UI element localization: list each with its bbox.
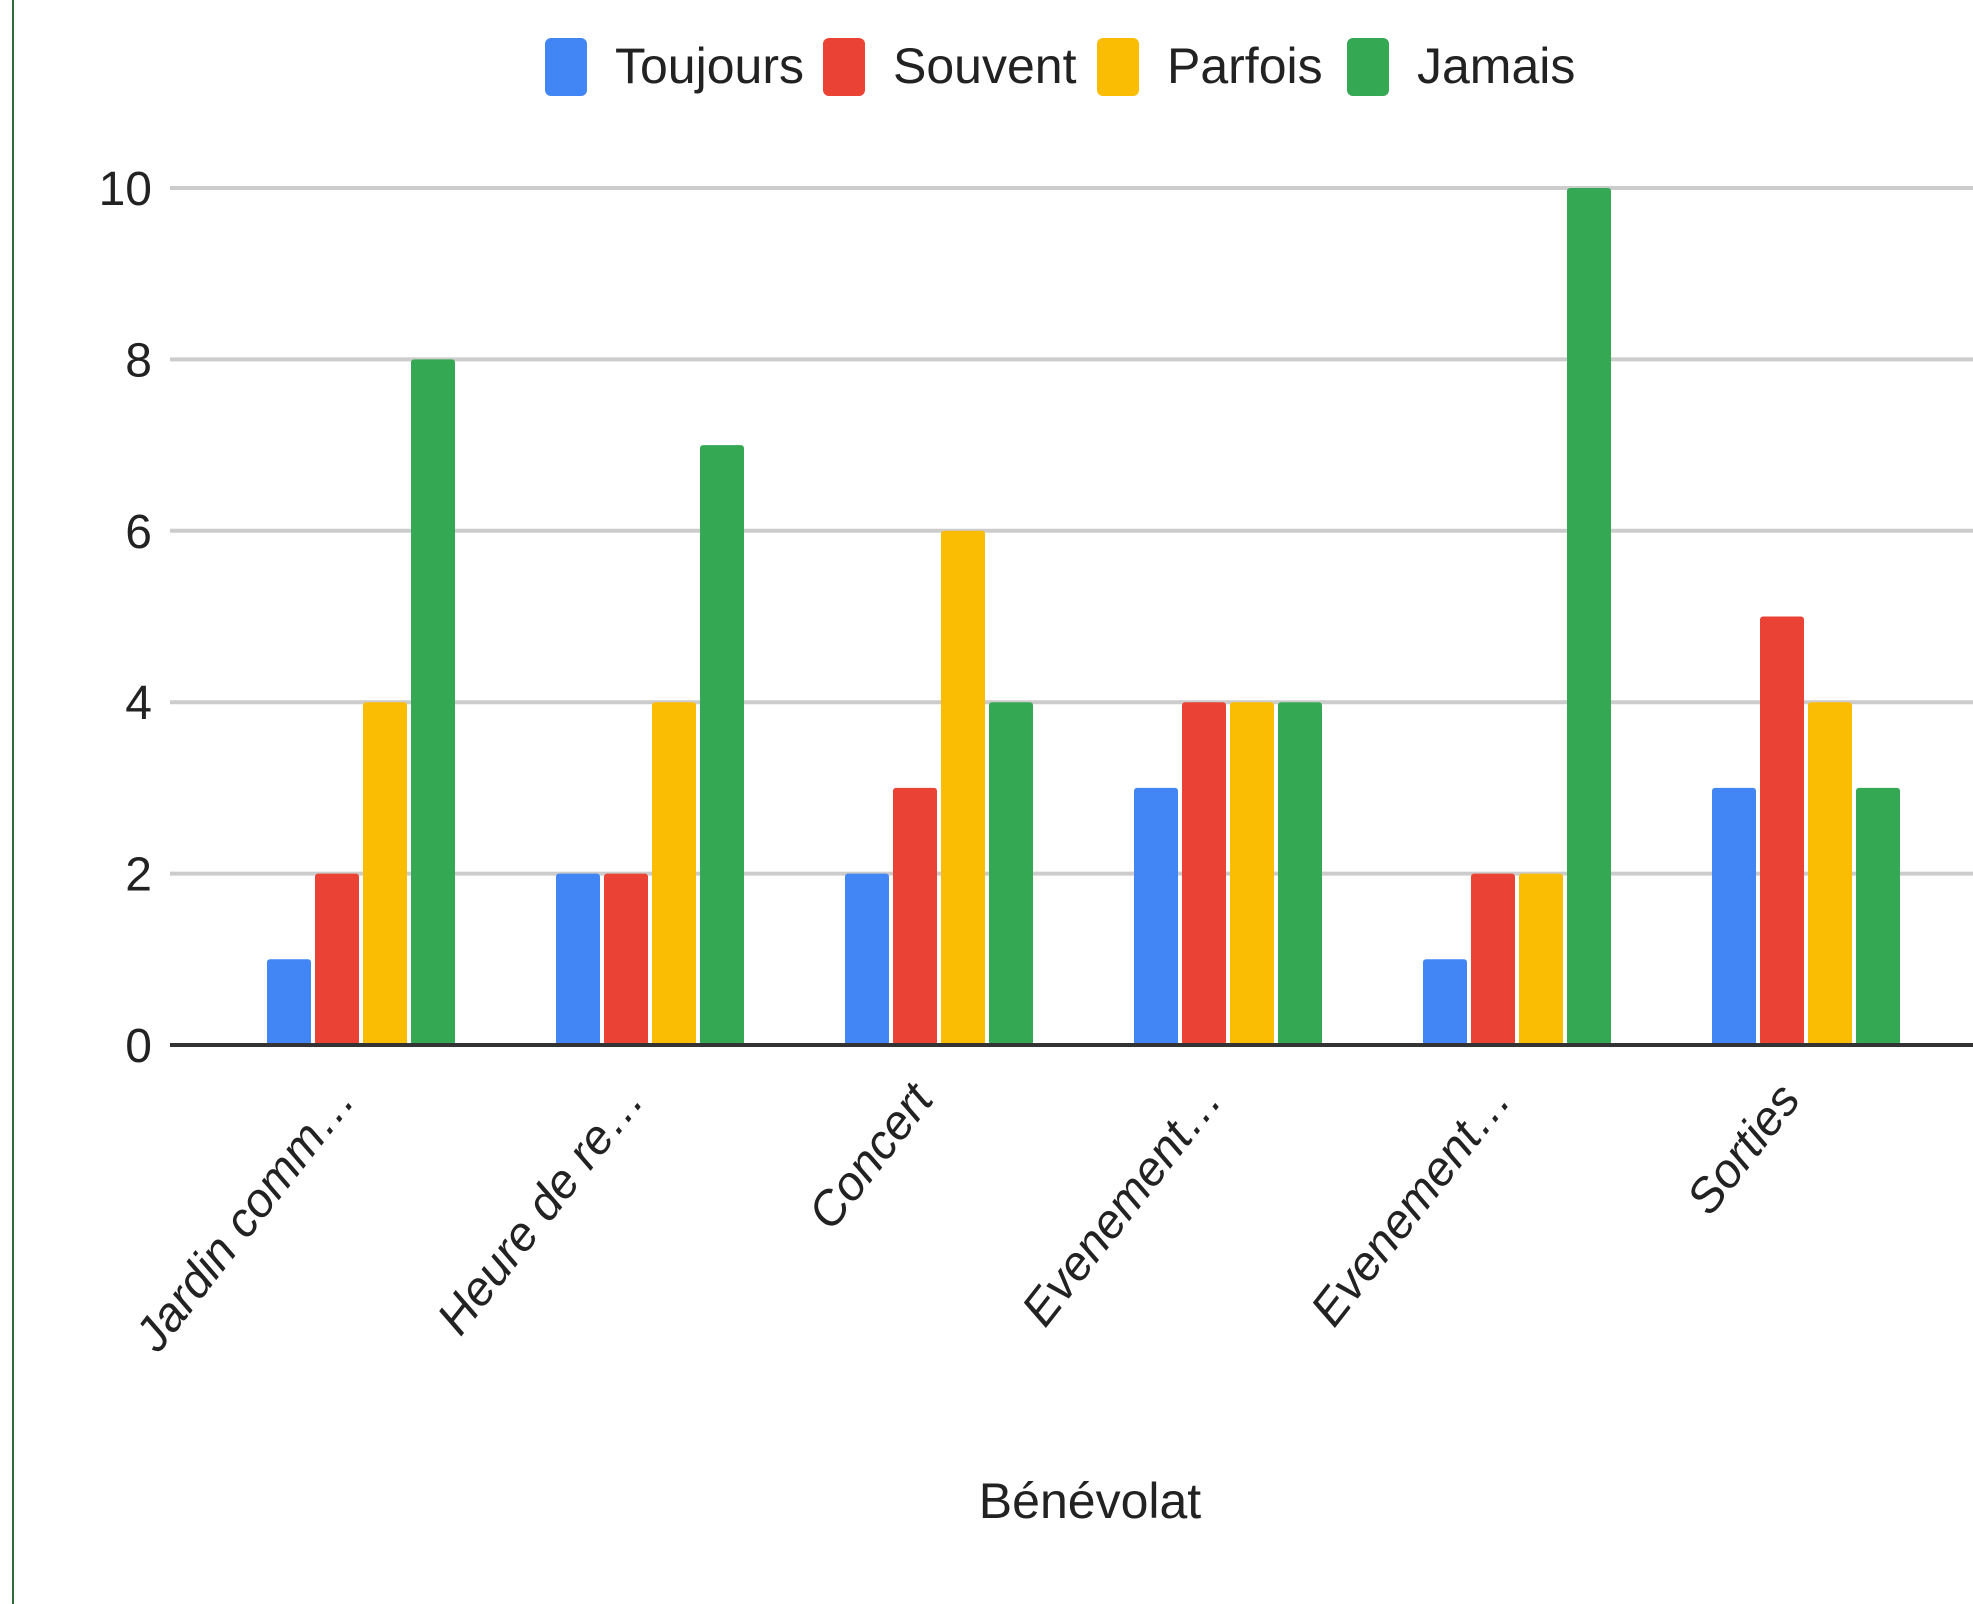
bar-souvent <box>1760 616 1804 1045</box>
bar-toujours <box>1423 959 1467 1045</box>
bar-jamais <box>700 445 744 1046</box>
bar-parfois <box>363 702 407 1045</box>
legend-label: Jamais <box>1417 38 1575 94</box>
x-tick-label: Evenement… <box>1301 1074 1522 1336</box>
bar-souvent <box>893 787 937 1045</box>
legend-item-toujours: Toujours <box>545 38 804 96</box>
bar-toujours <box>1134 787 1178 1045</box>
bar-group <box>845 530 1033 1045</box>
bar-group <box>1712 616 1900 1045</box>
x-axis-title: Bénévolat <box>979 1473 1201 1529</box>
y-tick-label: 0 <box>125 1020 152 1073</box>
legend-label: Souvent <box>893 38 1077 94</box>
y-tick-label: 4 <box>125 677 152 730</box>
legend-item-parfois: Parfois <box>1097 38 1323 96</box>
bar-jamais <box>1856 787 1900 1045</box>
bar-toujours <box>1712 787 1756 1045</box>
bar-souvent <box>1471 873 1515 1045</box>
y-axis-tick-labels: 0 2 4 6 8 10 <box>99 163 152 1073</box>
bar-souvent <box>1182 702 1226 1045</box>
bar-group <box>267 359 455 1045</box>
legend-item-souvent: Souvent <box>823 38 1077 96</box>
y-tick-label: 8 <box>125 334 152 387</box>
gridlines <box>170 186 1973 876</box>
bar-parfois <box>652 702 696 1045</box>
bar-group <box>1423 188 1611 1045</box>
bar-parfois <box>1519 873 1563 1045</box>
bar-parfois <box>941 530 985 1045</box>
bar-group <box>1134 702 1322 1045</box>
bar-toujours <box>556 873 600 1045</box>
bar-souvent <box>315 873 359 1045</box>
bars <box>267 188 1900 1046</box>
legend-swatch <box>1347 38 1389 96</box>
legend-swatch <box>1097 38 1139 96</box>
legend-swatch <box>545 38 587 96</box>
bar-parfois <box>1808 702 1852 1045</box>
bar-jamais <box>1567 188 1611 1045</box>
bar-jamais <box>989 702 1033 1045</box>
x-axis-tick-labels: Jardin comm… Heure de re… Concert Evenement… <box>125 1073 1811 1362</box>
legend-item-jamais: Jamais <box>1347 38 1575 96</box>
y-tick-label: 6 <box>125 506 152 559</box>
x-tick-label: Concert <box>798 1073 944 1239</box>
bar-toujours <box>267 959 311 1045</box>
chart-legend: Toujours Souvent Parfois Jamais <box>545 38 1575 96</box>
bar-jamais <box>1278 702 1322 1045</box>
x-tick-label: Jardin comm… <box>125 1074 366 1362</box>
window-frame-edge <box>0 0 14 1604</box>
bar-group <box>556 445 744 1046</box>
legend-label: Parfois <box>1167 38 1323 94</box>
bar-toujours <box>845 873 889 1045</box>
y-tick-label: 10 <box>99 163 152 216</box>
bar-parfois <box>1230 702 1274 1045</box>
bar-jamais <box>411 359 455 1045</box>
bar-souvent <box>604 873 648 1045</box>
x-tick-label: Sorties <box>1677 1074 1811 1224</box>
legend-label: Toujours <box>615 38 804 94</box>
x-tick-label: Heure de re… <box>427 1074 654 1344</box>
x-tick-label: Evenement… <box>1012 1074 1233 1336</box>
legend-swatch <box>823 38 865 96</box>
y-tick-label: 2 <box>125 849 152 902</box>
